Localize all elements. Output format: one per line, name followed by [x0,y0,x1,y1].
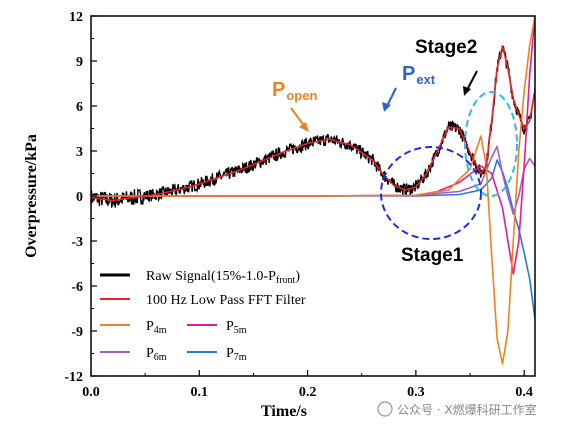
p-open-arrow [290,107,306,128]
stage2-label: Stage2 [415,37,477,58]
legend-raw-suffix: ) [295,269,300,284]
p-ext-sub: ext [416,72,435,87]
legend-p4m-sub: 4m [154,325,167,336]
legend-label-p5m: P5m [226,319,247,336]
watermark: 公众号 · X燃爆科研工作室 [377,401,537,417]
legend-p4m-main: P [146,319,154,334]
series-layer [91,16,535,365]
legend-label-filter: 100 Hz Low Pass FFT Filter [146,293,306,308]
x-tick-label: 0.1 [191,385,209,400]
legend-label-p6m: P6m [146,346,167,363]
p-open-main: P [272,79,285,101]
x-tick-label: 0.2 [299,385,317,400]
series-line-100-hz-low-pass-fft-filter [91,45,535,202]
stage2-arrow [466,70,478,91]
p-ext-arrow [386,87,397,107]
series-line-raw-signal [91,45,535,208]
y-tick-label: 3 [76,145,83,160]
p-open-arrowhead [299,122,309,132]
x-tick-label: 0.3 [407,385,425,400]
legend-raw-main: Raw Signal(15%-1.0-P [146,269,276,284]
y-tick-label: 12 [69,10,83,25]
x-tick-label: 0.4 [515,385,533,400]
stage1-ellipse [380,146,482,240]
stage2-arrowhead [463,86,471,96]
annotation-layer: Popen Pext Stage2 Stage1 [272,37,518,266]
legend-label-p4m: P4m [146,319,167,336]
stage2-ellipse [464,91,518,197]
p-open-sub: open [286,88,317,103]
y-tick-label: 6 [76,100,83,115]
series-line-p6m [91,145,535,215]
y-tick-label: -6 [71,280,83,295]
legend-raw-sub: front [276,275,296,286]
y-tick-label: 0 [76,190,83,205]
x-axis-label: Time/s [261,403,307,420]
x-tick-label: 0.0 [82,385,100,400]
p-ext-main: P [402,63,415,85]
series-line-p4m [91,16,535,365]
legend-label-raw: Raw Signal(15%-1.0-Pfront) [146,269,300,286]
watermark-text: 公众号 · X燃爆科研工作室 [397,402,537,417]
p-open-label: Popen [272,79,317,103]
p-ext-arrowhead [382,102,391,112]
p-ext-label: Pext [402,63,436,87]
y-tick-label: -9 [71,325,83,340]
y-tick-label: -3 [71,235,83,250]
ticks-layer: 0.0 0.1 0.2 0.3 0.4 12 9 6 3 0 -3 -6 -9 -12 [64,10,533,400]
legend-p5m-main: P [226,319,234,334]
legend-p6m-main: P [146,346,154,361]
wechat-icon [377,401,393,417]
stage1-label: Stage1 [401,245,464,266]
y-axis-label: Overpressure/kPa [23,134,40,258]
legend-p7m-main: P [226,346,234,361]
legend-p5m-sub: 5m [234,325,247,336]
legend-p6m-sub: 6m [154,352,167,363]
legend-p7m-sub: 7m [234,352,247,363]
y-tick-label: -12 [64,370,83,385]
legend-label-p7m: P7m [226,346,247,363]
y-tick-label: 9 [76,55,83,70]
legend: Raw Signal(15%-1.0-Pfront) 100 Hz Low Pa… [100,269,306,363]
